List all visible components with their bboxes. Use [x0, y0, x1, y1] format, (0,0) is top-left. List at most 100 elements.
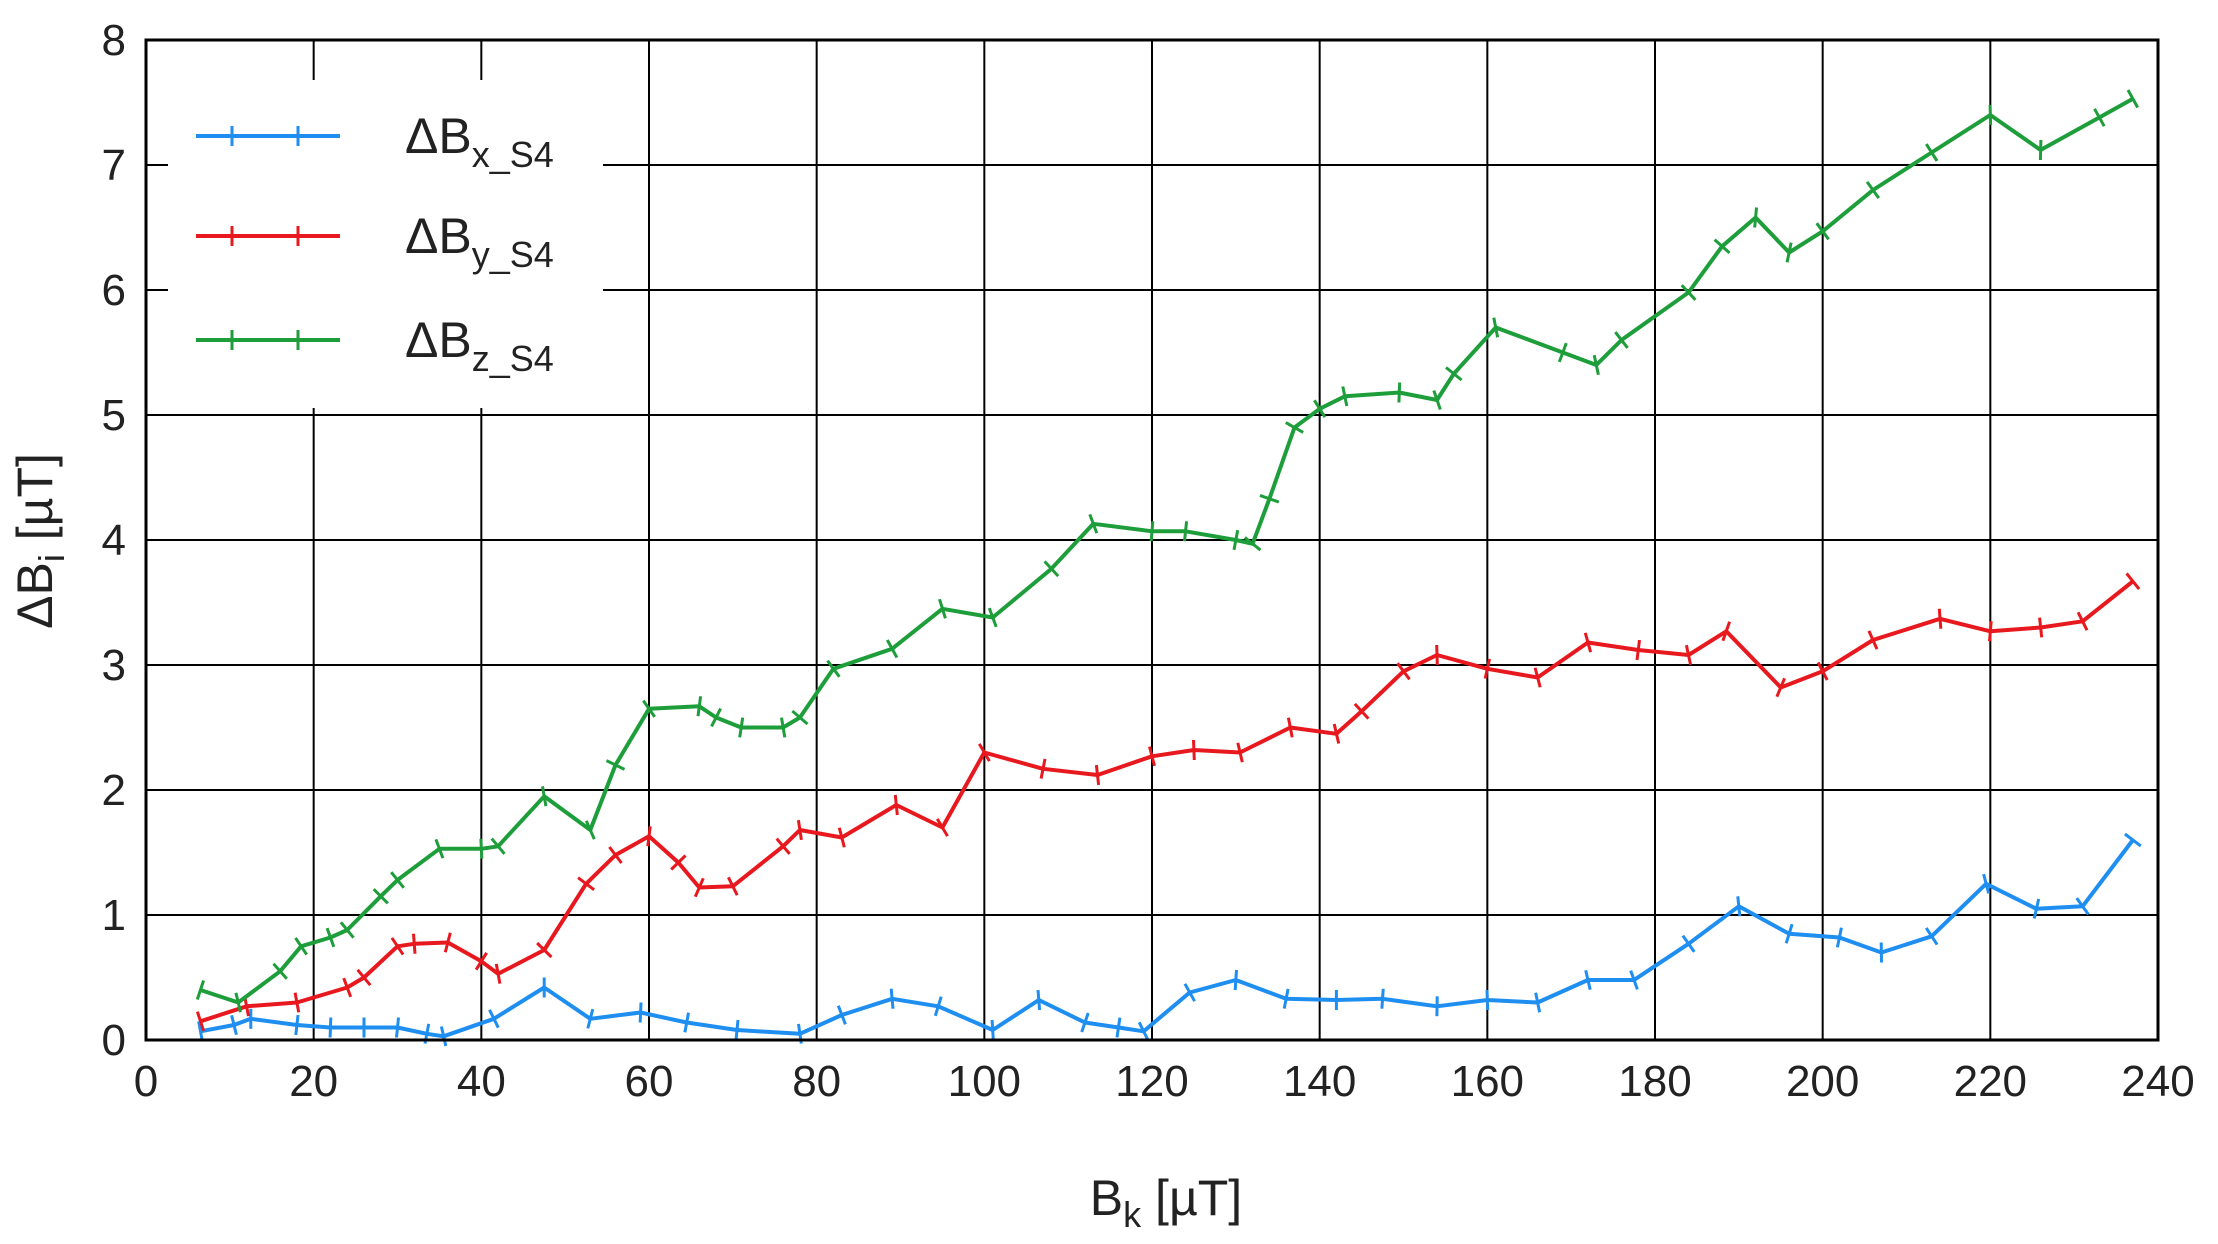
data-point	[1988, 621, 1993, 642]
data-point	[1192, 739, 1196, 761]
data-point	[826, 659, 841, 678]
data-point	[933, 996, 943, 1017]
data-point	[372, 888, 389, 905]
data-point	[1614, 331, 1629, 349]
data-point	[488, 1009, 500, 1029]
data-point	[243, 996, 250, 1017]
legend-label-bx-sub: x_S4	[472, 134, 554, 175]
data-point	[1380, 988, 1385, 1009]
data-point	[1137, 1021, 1150, 1041]
y-tick-label: 0	[102, 1016, 126, 1065]
data-point	[1286, 717, 1294, 738]
data-point	[683, 1012, 690, 1033]
y-tick-label: 6	[102, 266, 126, 315]
x-tick-labels: 0 20 40 60 80 100 120 140 160 180 200 220 240	[134, 1057, 2195, 1106]
data-point	[1867, 630, 1879, 650]
data-point	[294, 937, 308, 956]
data-point	[328, 1017, 333, 1038]
series-1	[195, 572, 2141, 1032]
data-point	[1534, 992, 1542, 1013]
legend-label-by: ΔBy_S4	[405, 208, 554, 275]
data-point	[1149, 521, 1155, 542]
data-point	[1584, 969, 1592, 991]
x-tick-label: 40	[457, 1057, 506, 1106]
data-point	[1445, 366, 1463, 382]
data-point	[1925, 143, 1939, 162]
data-point	[434, 838, 445, 859]
y-axis-label-unit: [µT]	[7, 453, 63, 554]
data-point	[1036, 989, 1042, 1011]
data-point	[642, 699, 656, 718]
data-point	[670, 854, 687, 871]
data-point	[1485, 989, 1490, 1011]
series-line	[200, 838, 2135, 1039]
data-point	[1736, 896, 1742, 917]
data-point	[1785, 242, 1793, 263]
x-tick-label: 100	[948, 1057, 1021, 1106]
data-point	[339, 921, 355, 939]
y-tick-label: 7	[102, 141, 126, 190]
legend-label-by-sub: y_S4	[472, 234, 554, 275]
x-axis-label-main: B	[1090, 1170, 1123, 1226]
y-axis-label-main: ΔB	[7, 562, 63, 629]
data-point	[2123, 832, 2142, 848]
data-point	[646, 826, 652, 847]
x-tick-label: 20	[289, 1057, 338, 1106]
data-point	[1397, 382, 1402, 403]
data-point	[1043, 560, 1060, 578]
data-point	[987, 607, 998, 628]
data-point	[1815, 222, 1830, 241]
y-axis-label-sub: i	[31, 554, 72, 562]
y-tick-label: 4	[102, 516, 126, 565]
data-point	[1243, 536, 1262, 552]
y-tick-label: 1	[102, 891, 126, 940]
data-point	[2038, 617, 2044, 638]
data-point	[638, 1002, 643, 1023]
data-point	[390, 937, 405, 956]
data-point	[1148, 746, 1156, 767]
data-point	[1259, 493, 1280, 504]
data-point	[1583, 632, 1593, 653]
data-point	[1039, 758, 1047, 779]
data-point	[1233, 969, 1238, 991]
data-point	[197, 1021, 204, 1042]
x-tick-label: 60	[625, 1057, 674, 1106]
data-point	[234, 992, 242, 1013]
plot-frame	[144, 38, 2160, 1042]
data-point	[605, 759, 626, 771]
data-point	[1753, 207, 1758, 228]
series-layer	[195, 89, 2142, 1047]
x-axis-label-unit: [µT]	[1141, 1170, 1242, 1226]
data-point	[1341, 386, 1349, 407]
legend-label-bx: ΔBx_S4	[405, 108, 554, 175]
data-point	[577, 876, 596, 891]
x-tick-label: 200	[1786, 1057, 1859, 1106]
data-point	[938, 598, 947, 619]
data-point	[325, 927, 336, 948]
data-point	[1835, 927, 1843, 948]
data-point	[1396, 662, 1411, 681]
data-point	[1681, 934, 1696, 953]
data-point	[1435, 644, 1439, 666]
x-axis-label: Bk [µT]	[1090, 1170, 1242, 1235]
data-point	[293, 992, 301, 1013]
data-point	[775, 837, 791, 855]
data-point	[541, 786, 548, 807]
data-point	[1592, 354, 1600, 376]
data-point	[738, 717, 745, 738]
data-point	[1865, 181, 1881, 199]
data-point	[837, 827, 846, 848]
data-point	[474, 952, 488, 971]
data-point	[990, 1019, 995, 1041]
y-tick-labels: 0 1 2 3 4 5 6 7 8	[102, 16, 126, 1065]
legend-label-bz-main: ΔB	[405, 312, 472, 368]
data-point	[1557, 342, 1568, 363]
data-point	[2075, 897, 2090, 916]
data-point	[195, 1011, 206, 1032]
legend-item-by: ΔBy_S4	[196, 208, 554, 275]
x-tick-label: 80	[792, 1057, 841, 1106]
data-point	[294, 1014, 300, 1036]
data-point	[1635, 639, 1641, 661]
data-point	[1080, 1012, 1090, 1033]
data-point	[1629, 970, 1639, 990]
